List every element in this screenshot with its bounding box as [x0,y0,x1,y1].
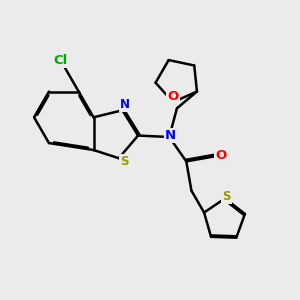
Text: Cl: Cl [53,54,68,67]
Text: O: O [215,149,226,162]
Text: S: S [120,155,128,168]
Text: N: N [120,98,130,111]
Text: O: O [167,90,179,103]
Text: N: N [165,129,176,142]
Text: S: S [222,190,231,203]
